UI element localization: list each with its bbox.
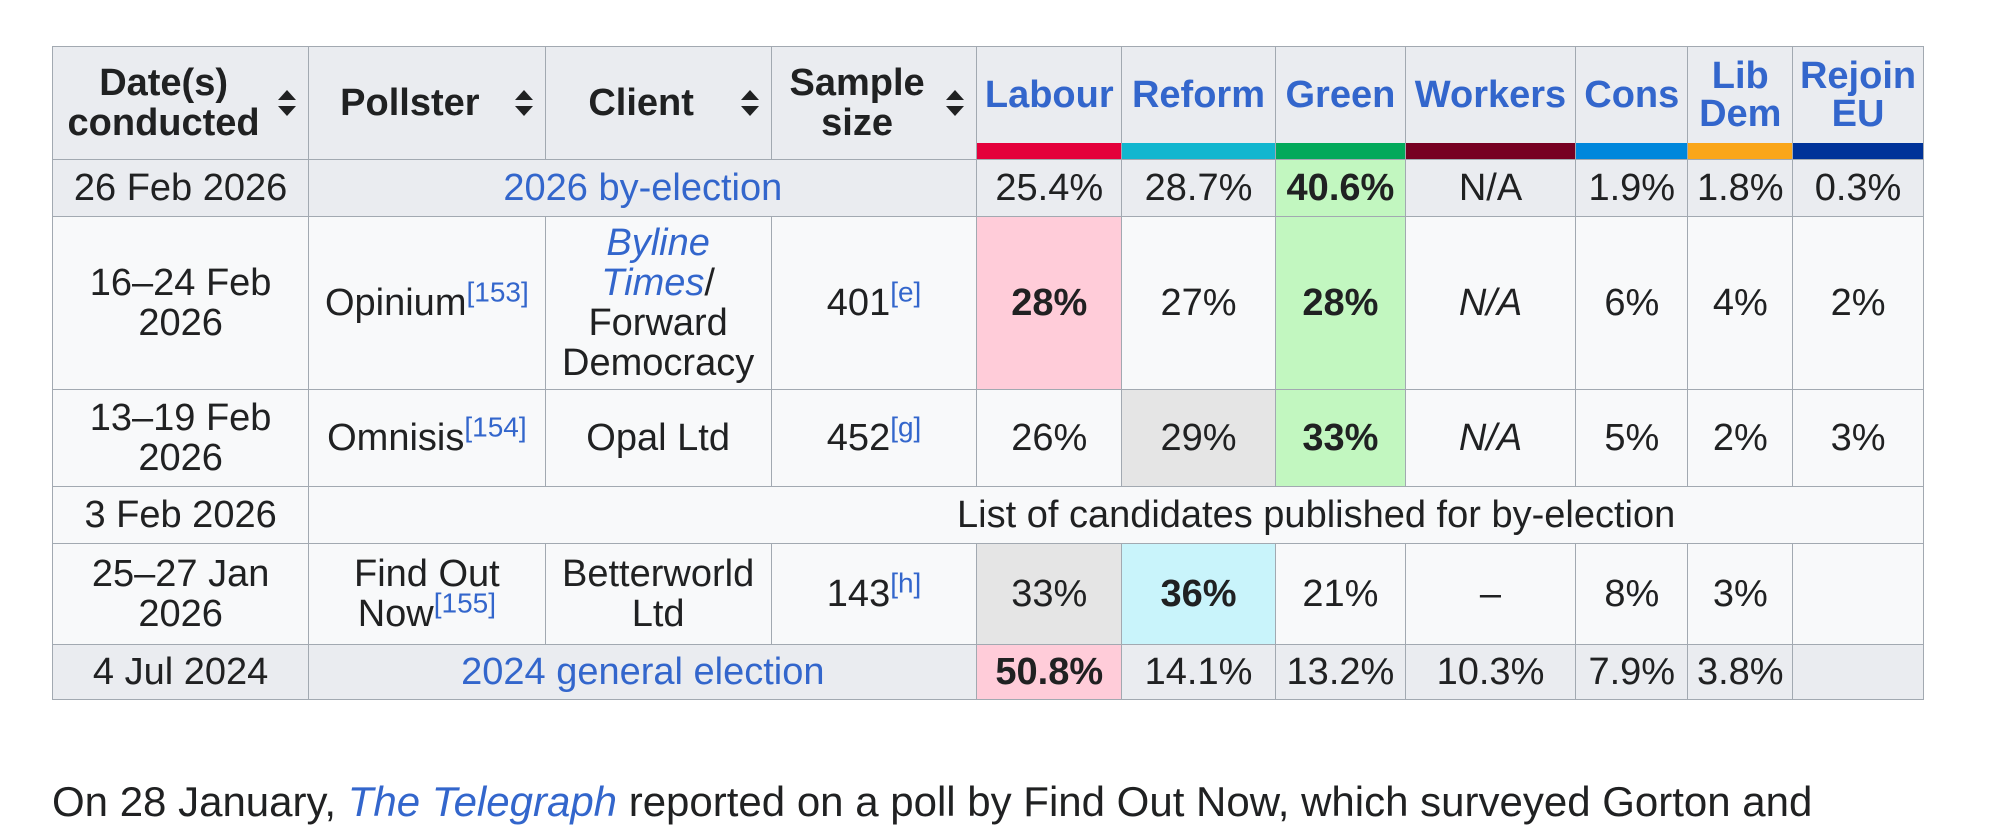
value-cell: 25.4% xyxy=(976,159,1123,217)
value-cell: 10.3% xyxy=(1404,644,1577,700)
value-cell: 3% xyxy=(1792,389,1924,487)
value-cell: 40.6% xyxy=(1274,159,1406,217)
value-cell: – xyxy=(1404,543,1577,645)
value-cell: 1.9% xyxy=(1575,159,1689,217)
date-cell: 26 Feb 2026 xyxy=(52,159,310,217)
client-cell: Opal Ltd xyxy=(544,389,772,487)
value-cell: 2% xyxy=(1792,216,1924,390)
table-row: 4 Jul 2024 2024 general election 50.8% 1… xyxy=(52,644,1924,700)
value-cell: 1.8% xyxy=(1687,159,1794,217)
date-cell: 25–27 Jan 2026 xyxy=(52,543,310,645)
header-party-green[interactable]: Green xyxy=(1274,46,1406,143)
value-cell: 0.3% xyxy=(1792,159,1924,217)
sort-arrows-icon[interactable] xyxy=(278,90,297,116)
polling-table: Date(s) conducted Pollster Client Sample… xyxy=(52,46,1924,700)
article-paragraph: On 28 January, The Telegraph reported on… xyxy=(52,778,1813,825)
header-sample-size[interactable]: Sample size xyxy=(770,46,978,160)
party-color-bars xyxy=(53,143,1924,160)
table-row: 3 Feb 2026 List of candidates published … xyxy=(52,486,1924,544)
color-bar-rejoin-eu xyxy=(1792,143,1924,160)
value-cell: 21% xyxy=(1274,543,1406,645)
value-cell: 5% xyxy=(1575,389,1689,487)
header-pollster[interactable]: Pollster xyxy=(308,46,546,160)
color-bar-cons xyxy=(1575,143,1689,160)
table-row: 13–19 Feb 2026 Omnisis[154] Opal Ltd 452[… xyxy=(52,389,1924,487)
header-date[interactable]: Date(s) conducted xyxy=(52,46,310,160)
header-date-line2: conducted xyxy=(67,102,260,144)
value-cell: 26% xyxy=(976,389,1123,487)
note-link[interactable]: [g] xyxy=(890,411,922,443)
client-cell: Byline Times/ Forward Democracy xyxy=(544,216,772,390)
table-row: 26 Feb 2026 2026 by-election 25.4% 28.7%… xyxy=(52,159,1924,217)
value-cell: 4% xyxy=(1687,216,1794,390)
sample-cell: 143[h] xyxy=(770,543,978,645)
pollster-cell: Opinium[153] xyxy=(308,216,546,390)
byelection-link[interactable]: 2026 by-election xyxy=(308,159,978,217)
value-cell xyxy=(1792,644,1924,700)
header-party-reform[interactable]: Reform xyxy=(1121,46,1276,143)
note-link[interactable]: [e] xyxy=(890,276,922,308)
table-row: 16–24 Feb 2026 Opinium[153] Byline Times/ … xyxy=(52,216,1924,390)
value-cell: 28% xyxy=(1274,216,1406,390)
event-text: List of candidates published for by-elec… xyxy=(957,494,1676,536)
color-bar-labour xyxy=(976,143,1123,160)
value-cell: 28% xyxy=(976,216,1123,390)
pollster-cell: Find Out Now[155] xyxy=(308,543,546,645)
value-cell: 33% xyxy=(976,543,1123,645)
value-cell: N/A xyxy=(1404,216,1577,390)
color-bar-workers xyxy=(1404,143,1577,160)
pollster-cell: Omnisis[154] xyxy=(308,389,546,487)
value-cell: 3.8% xyxy=(1687,644,1794,700)
value-cell: 6% xyxy=(1575,216,1689,390)
value-cell: 36% xyxy=(1121,543,1276,645)
value-cell: 3% xyxy=(1687,543,1794,645)
sort-arrows-icon[interactable] xyxy=(946,90,965,116)
value-cell: 27% xyxy=(1121,216,1276,390)
event-cell: List of candidates published for by-elec… xyxy=(308,486,1924,544)
value-cell: 2% xyxy=(1687,389,1794,487)
header-party-labour[interactable]: Labour xyxy=(976,46,1123,143)
citation-link[interactable]: [155] xyxy=(433,587,497,619)
sort-arrows-icon[interactable] xyxy=(740,90,759,116)
header-party-cons[interactable]: Cons xyxy=(1575,46,1689,143)
client-link[interactable]: Byline Times xyxy=(601,222,710,304)
header-party-workers[interactable]: Workers xyxy=(1404,46,1577,143)
value-cell: 13.2% xyxy=(1274,644,1406,700)
header-date-line1: Date(s) xyxy=(99,62,228,104)
header-client[interactable]: Client xyxy=(544,46,772,160)
header-party-libdem[interactable]: Lib Dem xyxy=(1687,46,1794,143)
date-cell: 3 Feb 2026 xyxy=(52,486,310,544)
value-cell: 8% xyxy=(1575,543,1689,645)
color-bar-libdem xyxy=(1687,143,1794,160)
polling-table-container: Date(s) conducted Pollster Client Sample… xyxy=(52,46,1924,710)
client-cell: Betterworld Ltd xyxy=(544,543,772,645)
value-cell: 14.1% xyxy=(1121,644,1276,700)
value-cell: N/A xyxy=(1404,159,1577,217)
value-cell: 28.7% xyxy=(1121,159,1276,217)
telegraph-link[interactable]: The Telegraph xyxy=(347,778,618,825)
value-cell: 29% xyxy=(1121,389,1276,487)
general-election-link[interactable]: 2024 general election xyxy=(308,644,978,700)
value-cell: N/A xyxy=(1404,389,1577,487)
date-cell: 16–24 Feb 2026 xyxy=(52,216,310,390)
citation-link[interactable]: [153] xyxy=(466,276,529,308)
citation-link[interactable]: [154] xyxy=(464,411,527,443)
header-party-rejoin-eu[interactable]: Rejoin EU xyxy=(1792,46,1924,143)
color-bar-reform xyxy=(1121,143,1276,160)
value-cell: 33% xyxy=(1274,389,1406,487)
table-row: 25–27 Jan 2026 Find Out Now[155] Betterwor… xyxy=(52,543,1924,645)
value-cell: 7.9% xyxy=(1575,644,1689,700)
sample-cell: 401[e] xyxy=(770,216,978,390)
sample-cell: 452[g] xyxy=(770,389,978,487)
note-link[interactable]: [h] xyxy=(890,567,922,599)
date-cell: 13–19 Feb 2026 xyxy=(52,389,310,487)
sort-arrows-icon[interactable] xyxy=(514,90,533,116)
color-bar-green xyxy=(1274,143,1406,160)
value-cell xyxy=(1792,543,1924,645)
value-cell: 50.8% xyxy=(976,644,1123,700)
date-cell: 4 Jul 2024 xyxy=(52,644,310,700)
